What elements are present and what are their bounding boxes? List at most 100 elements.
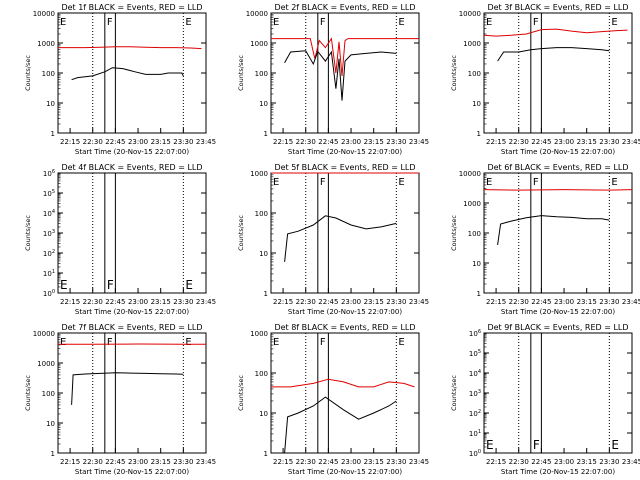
events-series-line bbox=[71, 67, 184, 81]
y-tick-label: 102 bbox=[469, 409, 481, 418]
marker-letter: E bbox=[273, 177, 279, 188]
y-tick-label: 1 bbox=[264, 130, 268, 138]
x-tick-label: 22:45 bbox=[105, 298, 125, 306]
y-tick-exponent: 4 bbox=[478, 369, 481, 375]
x-tick-label: 23:15 bbox=[364, 138, 384, 146]
y-tick-label: 101 bbox=[43, 269, 55, 278]
y-tick-label: 10 bbox=[46, 420, 55, 428]
y-axis-label: Counts/sec bbox=[237, 55, 245, 91]
events-series-line bbox=[284, 215, 397, 262]
y-tick-label: 10 bbox=[472, 260, 481, 268]
x-tick-label: 22:30 bbox=[83, 458, 103, 466]
y-tick-label: 104 bbox=[43, 209, 55, 218]
y-tick-label: 10 bbox=[259, 410, 268, 418]
y-tick-exponent: 5 bbox=[478, 349, 481, 355]
x-tick-label: 23:15 bbox=[577, 298, 597, 306]
x-tick-label: 23:30 bbox=[386, 138, 406, 146]
y-tick-label: 1000 bbox=[463, 40, 481, 48]
y-tick-label: 10000 bbox=[459, 10, 481, 18]
marker-letter: F bbox=[533, 17, 539, 28]
x-tick-label: 22:30 bbox=[509, 138, 529, 146]
y-tick-label: 1000 bbox=[37, 40, 55, 48]
x-tick-label: 22:45 bbox=[318, 458, 338, 466]
marker-letter: E bbox=[611, 438, 619, 452]
marker-letter: F bbox=[107, 17, 113, 28]
x-axis-label: Start Time (20-Nov-15 22:07:00) bbox=[288, 148, 402, 156]
panel-title: Det 5f BLACK = Events, RED = LLD bbox=[274, 163, 415, 172]
marker-letter: E bbox=[486, 438, 494, 452]
x-tick-label: 23:15 bbox=[364, 458, 384, 466]
y-tick-label: 1 bbox=[264, 450, 268, 458]
marker-letter: F bbox=[533, 177, 539, 188]
x-axis-label: Start Time (20-Nov-15 22:07:00) bbox=[501, 308, 615, 316]
y-tick-label: 10000 bbox=[246, 10, 268, 18]
y-tick-exponent: 0 bbox=[52, 289, 55, 295]
x-tick-label: 23:30 bbox=[599, 298, 619, 306]
y-tick-label: 10000 bbox=[33, 330, 55, 338]
marker-letter: F bbox=[107, 278, 114, 292]
panel-title: Det 6f BLACK = Events, RED = LLD bbox=[487, 163, 628, 172]
x-tick-label: 22:15 bbox=[273, 298, 293, 306]
x-tick-label: 22:45 bbox=[318, 298, 338, 306]
y-axis-label: Counts/sec bbox=[24, 55, 32, 91]
x-tick-label: 23:30 bbox=[173, 298, 193, 306]
y-axis-label: Counts/sec bbox=[450, 375, 458, 411]
x-tick-label: 23:00 bbox=[554, 138, 574, 146]
marker-letter: E bbox=[273, 17, 279, 28]
x-tick-label: 22:45 bbox=[105, 138, 125, 146]
y-axis-label: Counts/sec bbox=[237, 375, 245, 411]
x-tick-label: 22:30 bbox=[296, 458, 316, 466]
x-tick-label: 22:15 bbox=[60, 458, 80, 466]
x-tick-label: 23:15 bbox=[151, 298, 171, 306]
x-tick-label: 22:30 bbox=[296, 138, 316, 146]
x-tick-label: 22:15 bbox=[60, 298, 80, 306]
events-series-line bbox=[497, 47, 610, 62]
lld-series-line bbox=[271, 37, 419, 76]
x-tick-label: 22:30 bbox=[296, 298, 316, 306]
y-axis-label: Counts/sec bbox=[237, 215, 245, 251]
x-tick-label: 22:45 bbox=[105, 458, 125, 466]
x-tick-label: 23:45 bbox=[409, 458, 429, 466]
y-tick-label: 10000 bbox=[459, 170, 481, 178]
marker-letter: E bbox=[185, 17, 191, 28]
y-tick-label: 105 bbox=[469, 349, 481, 358]
y-tick-label: 100 bbox=[468, 230, 481, 238]
detector-panel: Det 8f BLACK = Events, RED = LLD E F E 1 10 10… bbox=[237, 323, 429, 476]
x-tick-label: 23:00 bbox=[128, 298, 148, 306]
x-tick-label: 23:45 bbox=[622, 458, 640, 466]
y-tick-label: 102 bbox=[43, 249, 55, 258]
marker-letter: F bbox=[320, 177, 326, 188]
y-tick-label: 10000 bbox=[33, 10, 55, 18]
marker-letter: F bbox=[533, 438, 540, 452]
x-tick-label: 23:45 bbox=[409, 298, 429, 306]
y-axis-label: Counts/sec bbox=[24, 375, 32, 411]
y-tick-exponent: 1 bbox=[52, 269, 55, 275]
detector-panel: Det 3f BLACK = Events, RED = LLD E F E 1 10 10… bbox=[450, 3, 640, 156]
x-tick-label: 22:45 bbox=[531, 138, 551, 146]
marker-letter: E bbox=[611, 177, 617, 188]
x-tick-label: 23:45 bbox=[196, 298, 216, 306]
panel-title: Det 8f BLACK = Events, RED = LLD bbox=[274, 323, 415, 332]
y-tick-label: 1 bbox=[51, 130, 55, 138]
detector-panel: Det 5f BLACK = Events, RED = LLD E F E 1 10 10… bbox=[237, 163, 429, 316]
y-tick-label: 1000 bbox=[37, 360, 55, 368]
x-axis-label: Start Time (20-Nov-15 22:07:00) bbox=[501, 468, 615, 476]
events-series-line bbox=[71, 372, 184, 405]
y-tick-label: 10 bbox=[472, 100, 481, 108]
marker-letter: E bbox=[486, 17, 492, 28]
marker-letter: E bbox=[611, 17, 617, 28]
x-tick-label: 23:00 bbox=[128, 138, 148, 146]
marker-letter: F bbox=[107, 337, 113, 348]
panel-title: Det 9f BLACK = Events, RED = LLD bbox=[487, 323, 628, 332]
y-axis-label: Counts/sec bbox=[450, 215, 458, 251]
y-tick-label: 106 bbox=[469, 329, 481, 338]
x-tick-label: 23:00 bbox=[341, 458, 361, 466]
x-tick-label: 23:00 bbox=[128, 458, 148, 466]
y-tick-label: 100 bbox=[255, 70, 268, 78]
y-tick-label: 1 bbox=[264, 290, 268, 298]
panel-title: Det 4f BLACK = Events, RED = LLD bbox=[61, 163, 202, 172]
x-tick-label: 23:15 bbox=[364, 298, 384, 306]
lld-series-line bbox=[58, 46, 202, 50]
y-tick-exponent: 4 bbox=[52, 209, 55, 215]
